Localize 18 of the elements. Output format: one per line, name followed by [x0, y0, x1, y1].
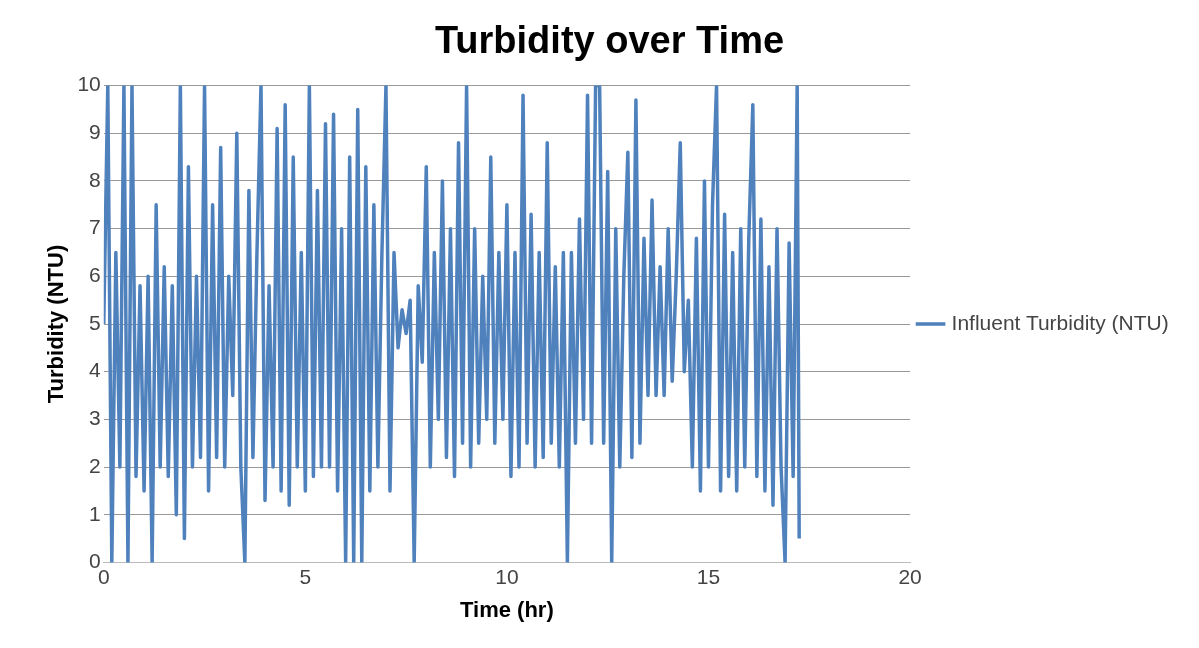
y-tick-label: 9	[89, 120, 101, 144]
x-axis-title: Time (hr)	[460, 596, 554, 622]
x-tick-label: 10	[495, 564, 519, 588]
legend-label: Influent Turbidity (NTU)	[951, 310, 1169, 334]
chart-title: Turbidity over Time	[434, 19, 785, 62]
y-tick-label: 4	[89, 358, 102, 382]
y-tick-label: 5	[89, 310, 101, 334]
x-tick-label: 15	[696, 564, 721, 588]
y-tick-label: 7	[89, 215, 101, 239]
y-tick-label: 6	[89, 263, 101, 287]
y-tick-label: 10	[77, 72, 101, 96]
x-tick-label: 20	[898, 564, 922, 588]
y-tick-label: 3	[89, 406, 101, 430]
y-axis-title: Turbidity (NTU)	[43, 244, 69, 404]
y-tick-label: 8	[89, 167, 101, 191]
y-tick-label: 2	[89, 453, 101, 477]
y-tick-label: 1	[89, 501, 101, 525]
x-tick-label: 5	[299, 564, 312, 588]
